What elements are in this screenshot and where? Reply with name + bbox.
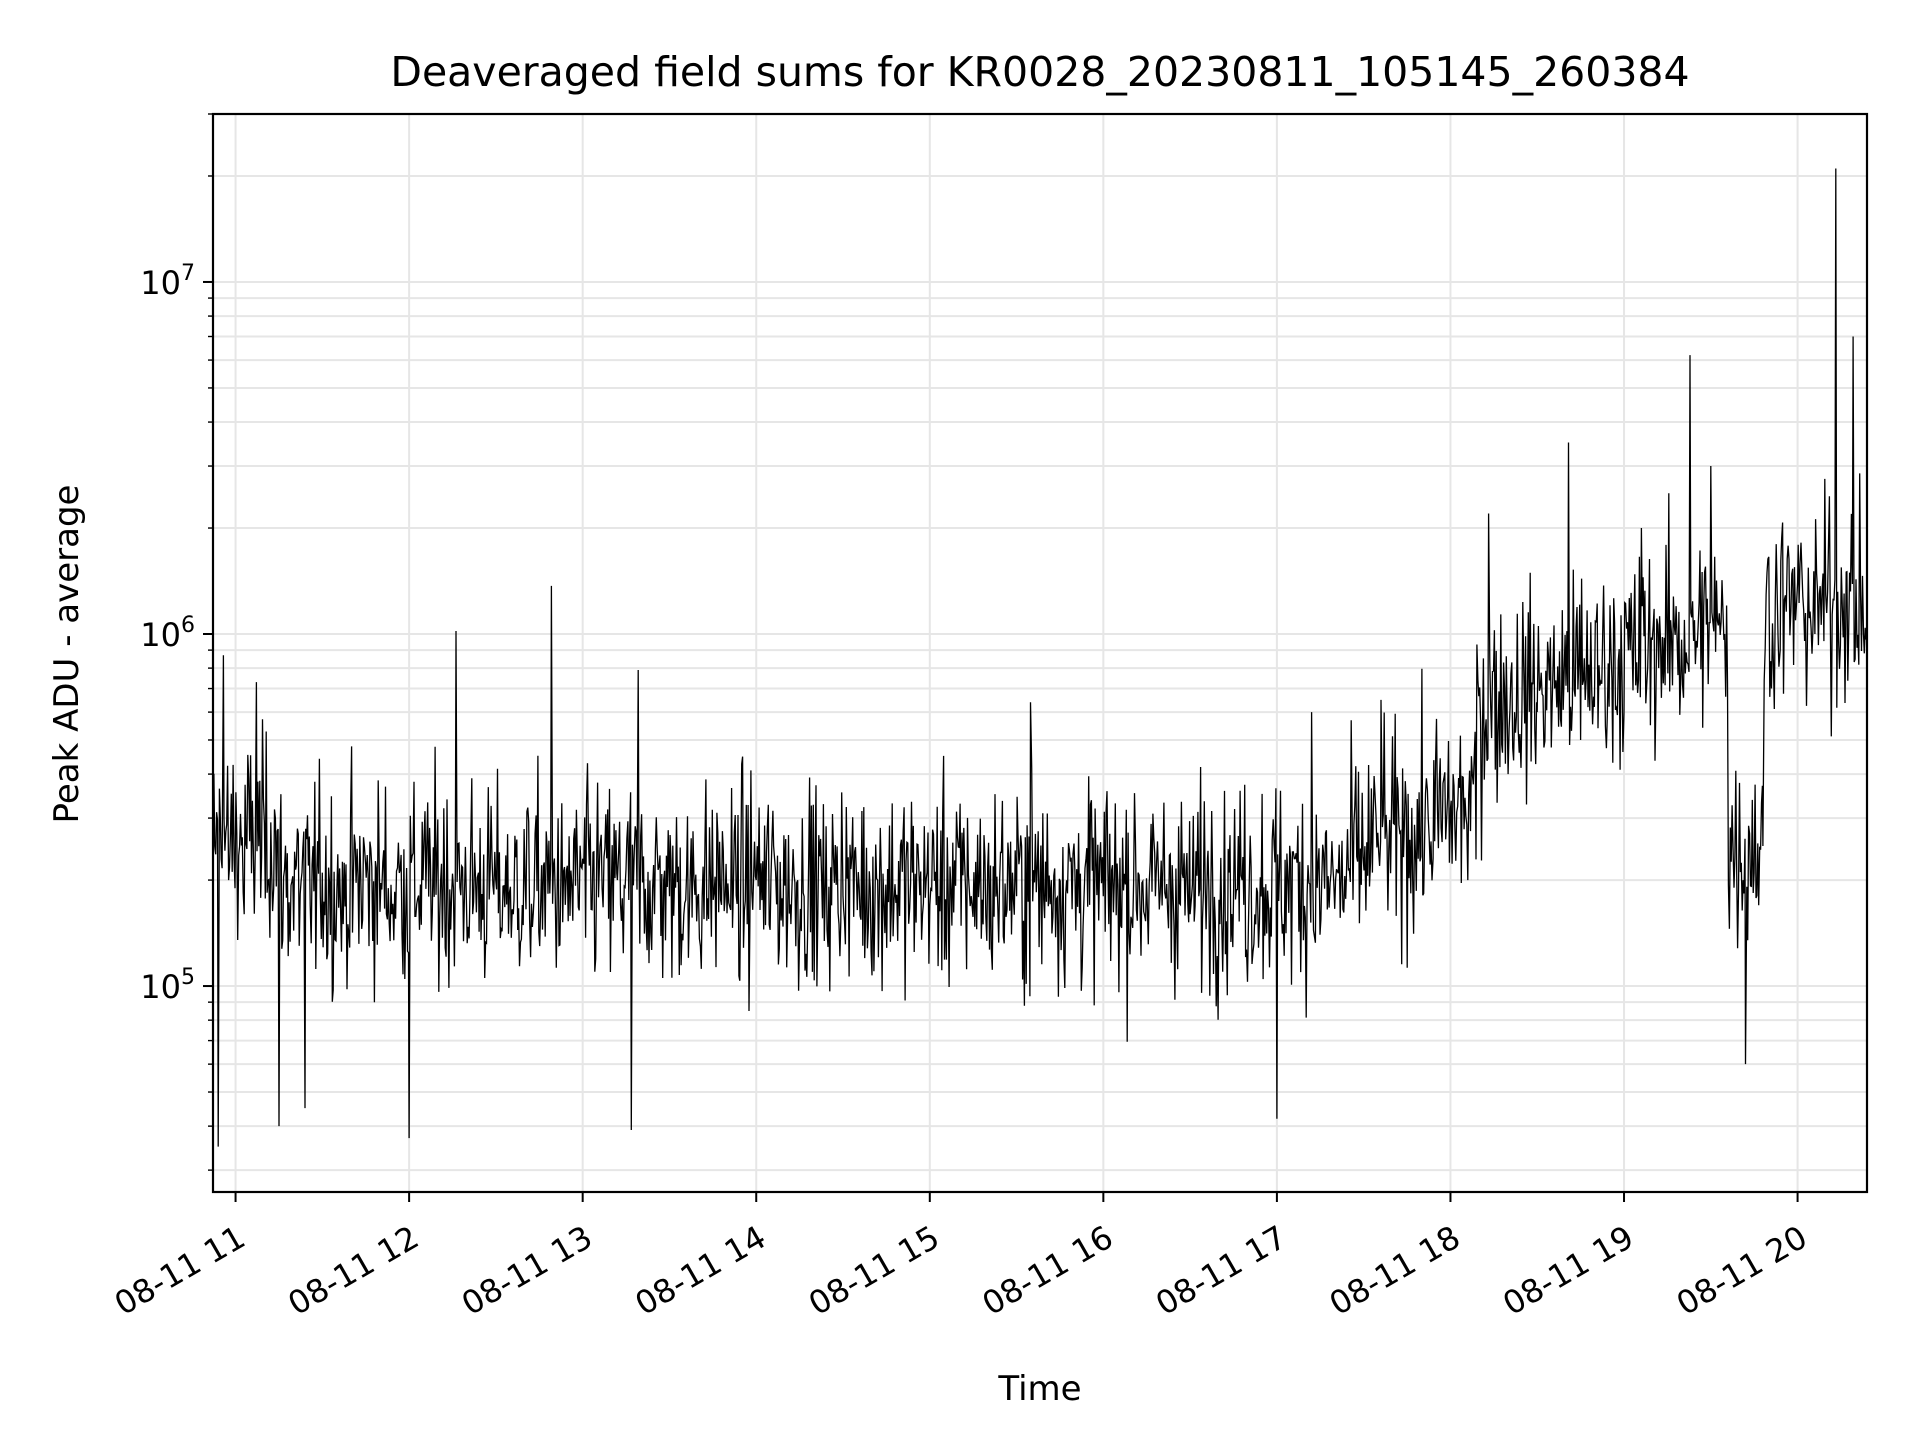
y-tick-label: 105	[140, 965, 195, 1006]
x-axis-label: Time	[997, 1369, 1081, 1409]
plot-frame	[211, 112, 1869, 1194]
y-tick-label: 106	[140, 613, 195, 654]
series-line	[213, 168, 1867, 1147]
y-axis-label: Peak ADU - average	[47, 485, 87, 824]
y-tick-label: 107	[140, 261, 195, 302]
chart-title: Deaveraged field sums for KR0028_2023081…	[390, 48, 1689, 96]
series-layer	[213, 168, 1867, 1147]
